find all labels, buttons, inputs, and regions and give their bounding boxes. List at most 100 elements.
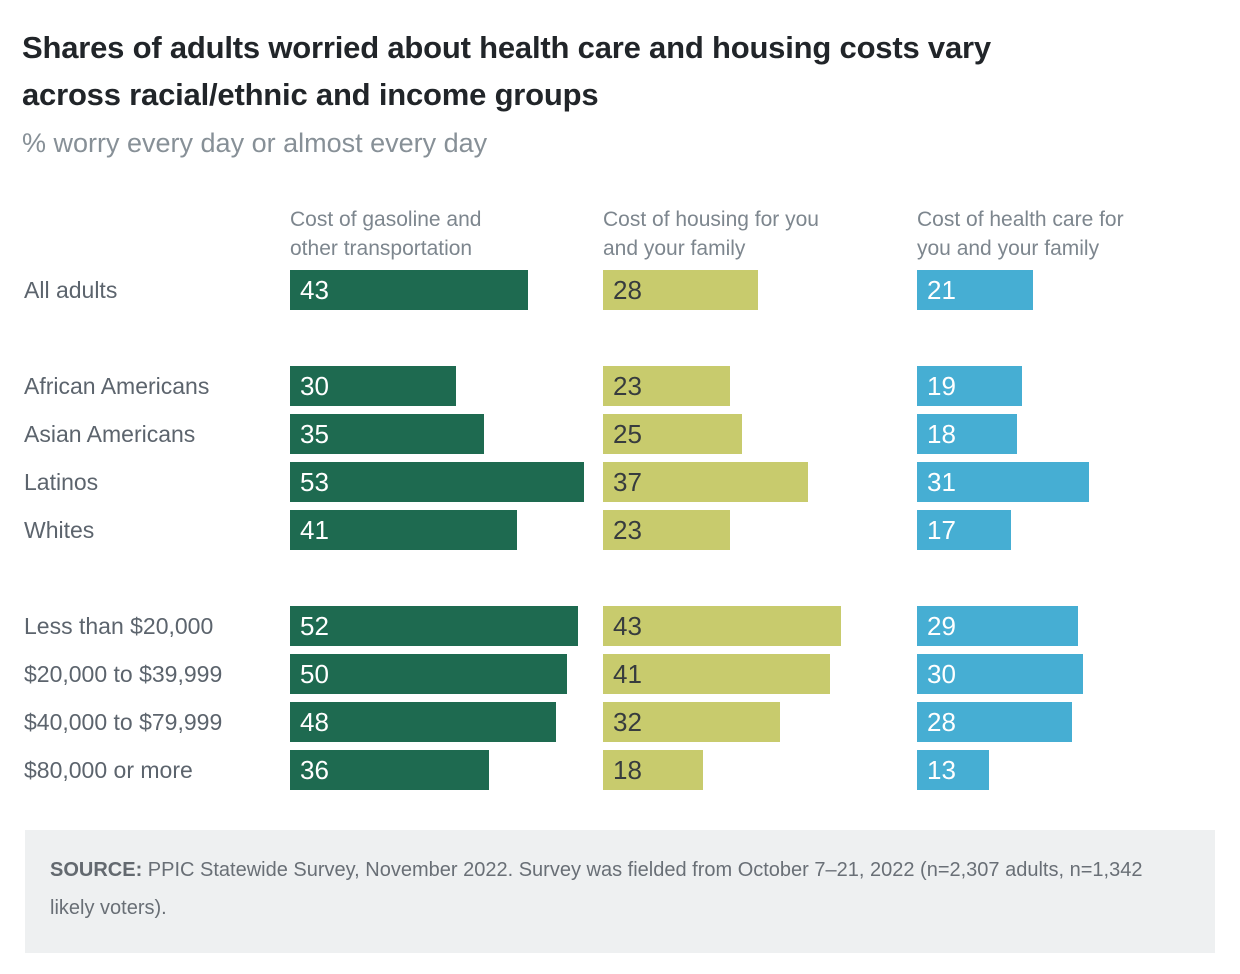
- source-text: SOURCE: PPIC Statewide Survey, November …: [50, 859, 1143, 919]
- bar-cell-healthcare: 13: [917, 750, 989, 790]
- bar-cell-healthcare: 17: [917, 510, 1011, 550]
- bar-cell-gasoline: 36: [290, 750, 489, 790]
- column-header-housing: Cost of housing for you and your family: [603, 208, 819, 260]
- category-label: African Americans: [24, 373, 210, 399]
- bar-cell-healthcare: 29: [917, 606, 1078, 646]
- bar-value-label: 35: [300, 418, 329, 449]
- bar-healthcare: 31: [917, 462, 1089, 502]
- bar-value-label: 43: [613, 610, 642, 641]
- bar-value-label: 13: [927, 754, 956, 785]
- bar-value-label: 43: [300, 274, 329, 305]
- bar-healthcare: 28: [917, 702, 1072, 742]
- bar-housing: 28: [603, 270, 758, 310]
- bar-value-label: 28: [613, 274, 642, 305]
- chart-row: $80,000 or more 36 18 13: [0, 746, 1240, 794]
- bar-value-label: 29: [927, 610, 956, 641]
- bar-value-label: 23: [613, 514, 642, 545]
- bar-gasoline: 30: [290, 366, 456, 406]
- bar-value-label: 37: [613, 466, 642, 497]
- bar-housing: 37: [603, 462, 808, 502]
- source-note: SOURCE: PPIC Statewide Survey, November …: [25, 830, 1215, 953]
- bar-housing: 41: [603, 654, 830, 694]
- bar-value-label: 19: [927, 370, 956, 401]
- bar-cell-housing: 41: [603, 654, 830, 694]
- bar-healthcare: 17: [917, 510, 1011, 550]
- chart-row: Latinos 53 37 31: [0, 458, 1240, 506]
- row-group: African Americans 30 23 19 Asian Americans 35…: [0, 362, 1240, 554]
- bar-healthcare: 30: [917, 654, 1083, 694]
- bar-housing: 25: [603, 414, 742, 454]
- bar-cell-gasoline: 53: [290, 462, 584, 502]
- bar-value-label: 53: [300, 466, 329, 497]
- bar-value-label: 48: [300, 706, 329, 737]
- chart-title: Shares of adults worried about health ca…: [22, 30, 991, 112]
- bar-cell-gasoline: 35: [290, 414, 484, 454]
- bar-value-label: 32: [613, 706, 642, 737]
- bar-value-label: 41: [300, 514, 329, 545]
- bar-cell-healthcare: 18: [917, 414, 1017, 454]
- bar-value-label: 30: [927, 658, 956, 689]
- category-label: Less than $20,000: [24, 613, 214, 639]
- category-label: $20,000 to $39,999: [24, 661, 223, 687]
- bar-value-label: 41: [613, 658, 642, 689]
- bar-cell-healthcare: 21: [917, 270, 1033, 310]
- bar-cell-housing: 23: [603, 510, 730, 550]
- bar-gasoline: 43: [290, 270, 528, 310]
- bar-gasoline: 36: [290, 750, 489, 790]
- bar-value-label: 31: [927, 466, 956, 497]
- bar-cell-housing: 18: [603, 750, 703, 790]
- bar-housing: 18: [603, 750, 703, 790]
- chart-row: $20,000 to $39,999 50 41 30: [0, 650, 1240, 698]
- chart-row: $40,000 to $79,999 48 32 28: [0, 698, 1240, 746]
- category-label: $80,000 or more: [24, 757, 193, 783]
- bar-cell-housing: 25: [603, 414, 742, 454]
- chart-subtitle: % worry every day or almost every day: [22, 128, 488, 158]
- bar-housing: 32: [603, 702, 780, 742]
- category-label: All adults: [24, 277, 118, 303]
- bar-healthcare: 21: [917, 270, 1033, 310]
- bar-value-label: 52: [300, 610, 329, 641]
- chart-row: Less than $20,000 52 43 29: [0, 602, 1240, 650]
- bar-housing: 43: [603, 606, 841, 646]
- bar-healthcare: 18: [917, 414, 1017, 454]
- bar-value-label: 17: [927, 514, 956, 545]
- bar-gasoline: 52: [290, 606, 578, 646]
- bar-cell-housing: 28: [603, 270, 758, 310]
- bar-cell-healthcare: 31: [917, 462, 1089, 502]
- bar-value-label: 21: [927, 274, 956, 305]
- column-header-gasoline: Cost of gasoline and other transportatio…: [290, 208, 482, 260]
- bar-cell-gasoline: 52: [290, 606, 578, 646]
- bar-cell-gasoline: 30: [290, 366, 456, 406]
- bar-value-label: 28: [927, 706, 956, 737]
- chart-row: African Americans 30 23 19: [0, 362, 1240, 410]
- bar-cell-healthcare: 30: [917, 654, 1083, 694]
- bar-gasoline: 41: [290, 510, 517, 550]
- source-label: SOURCE:: [50, 859, 143, 881]
- chart-rows: All adults 43 28 21 African Americans 30 23 19 A…: [0, 266, 1240, 794]
- bar-gasoline: 35: [290, 414, 484, 454]
- bar-cell-housing: 23: [603, 366, 730, 406]
- bar-cell-housing: 37: [603, 462, 808, 502]
- chart-row: Asian Americans 35 25 18: [0, 410, 1240, 458]
- bar-cell-gasoline: 41: [290, 510, 517, 550]
- bar-healthcare: 29: [917, 606, 1078, 646]
- bar-cell-gasoline: 48: [290, 702, 556, 742]
- bar-cell-gasoline: 50: [290, 654, 567, 694]
- bar-value-label: 36: [300, 754, 329, 785]
- bar-cell-housing: 43: [603, 606, 841, 646]
- chart-row: Whites 41 23 17: [0, 506, 1240, 554]
- bar-value-label: 50: [300, 658, 329, 689]
- bar-gasoline: 48: [290, 702, 556, 742]
- bar-value-label: 25: [613, 418, 642, 449]
- bar-cell-gasoline: 43: [290, 270, 528, 310]
- bar-cell-housing: 32: [603, 702, 780, 742]
- bar-value-label: 18: [613, 754, 642, 785]
- bar-value-label: 30: [300, 370, 329, 401]
- bar-cell-healthcare: 28: [917, 702, 1072, 742]
- bar-value-label: 18: [927, 418, 956, 449]
- bar-healthcare: 13: [917, 750, 989, 790]
- bar-gasoline: 53: [290, 462, 584, 502]
- chart-row: All adults 43 28 21: [0, 266, 1240, 314]
- bar-housing: 23: [603, 366, 730, 406]
